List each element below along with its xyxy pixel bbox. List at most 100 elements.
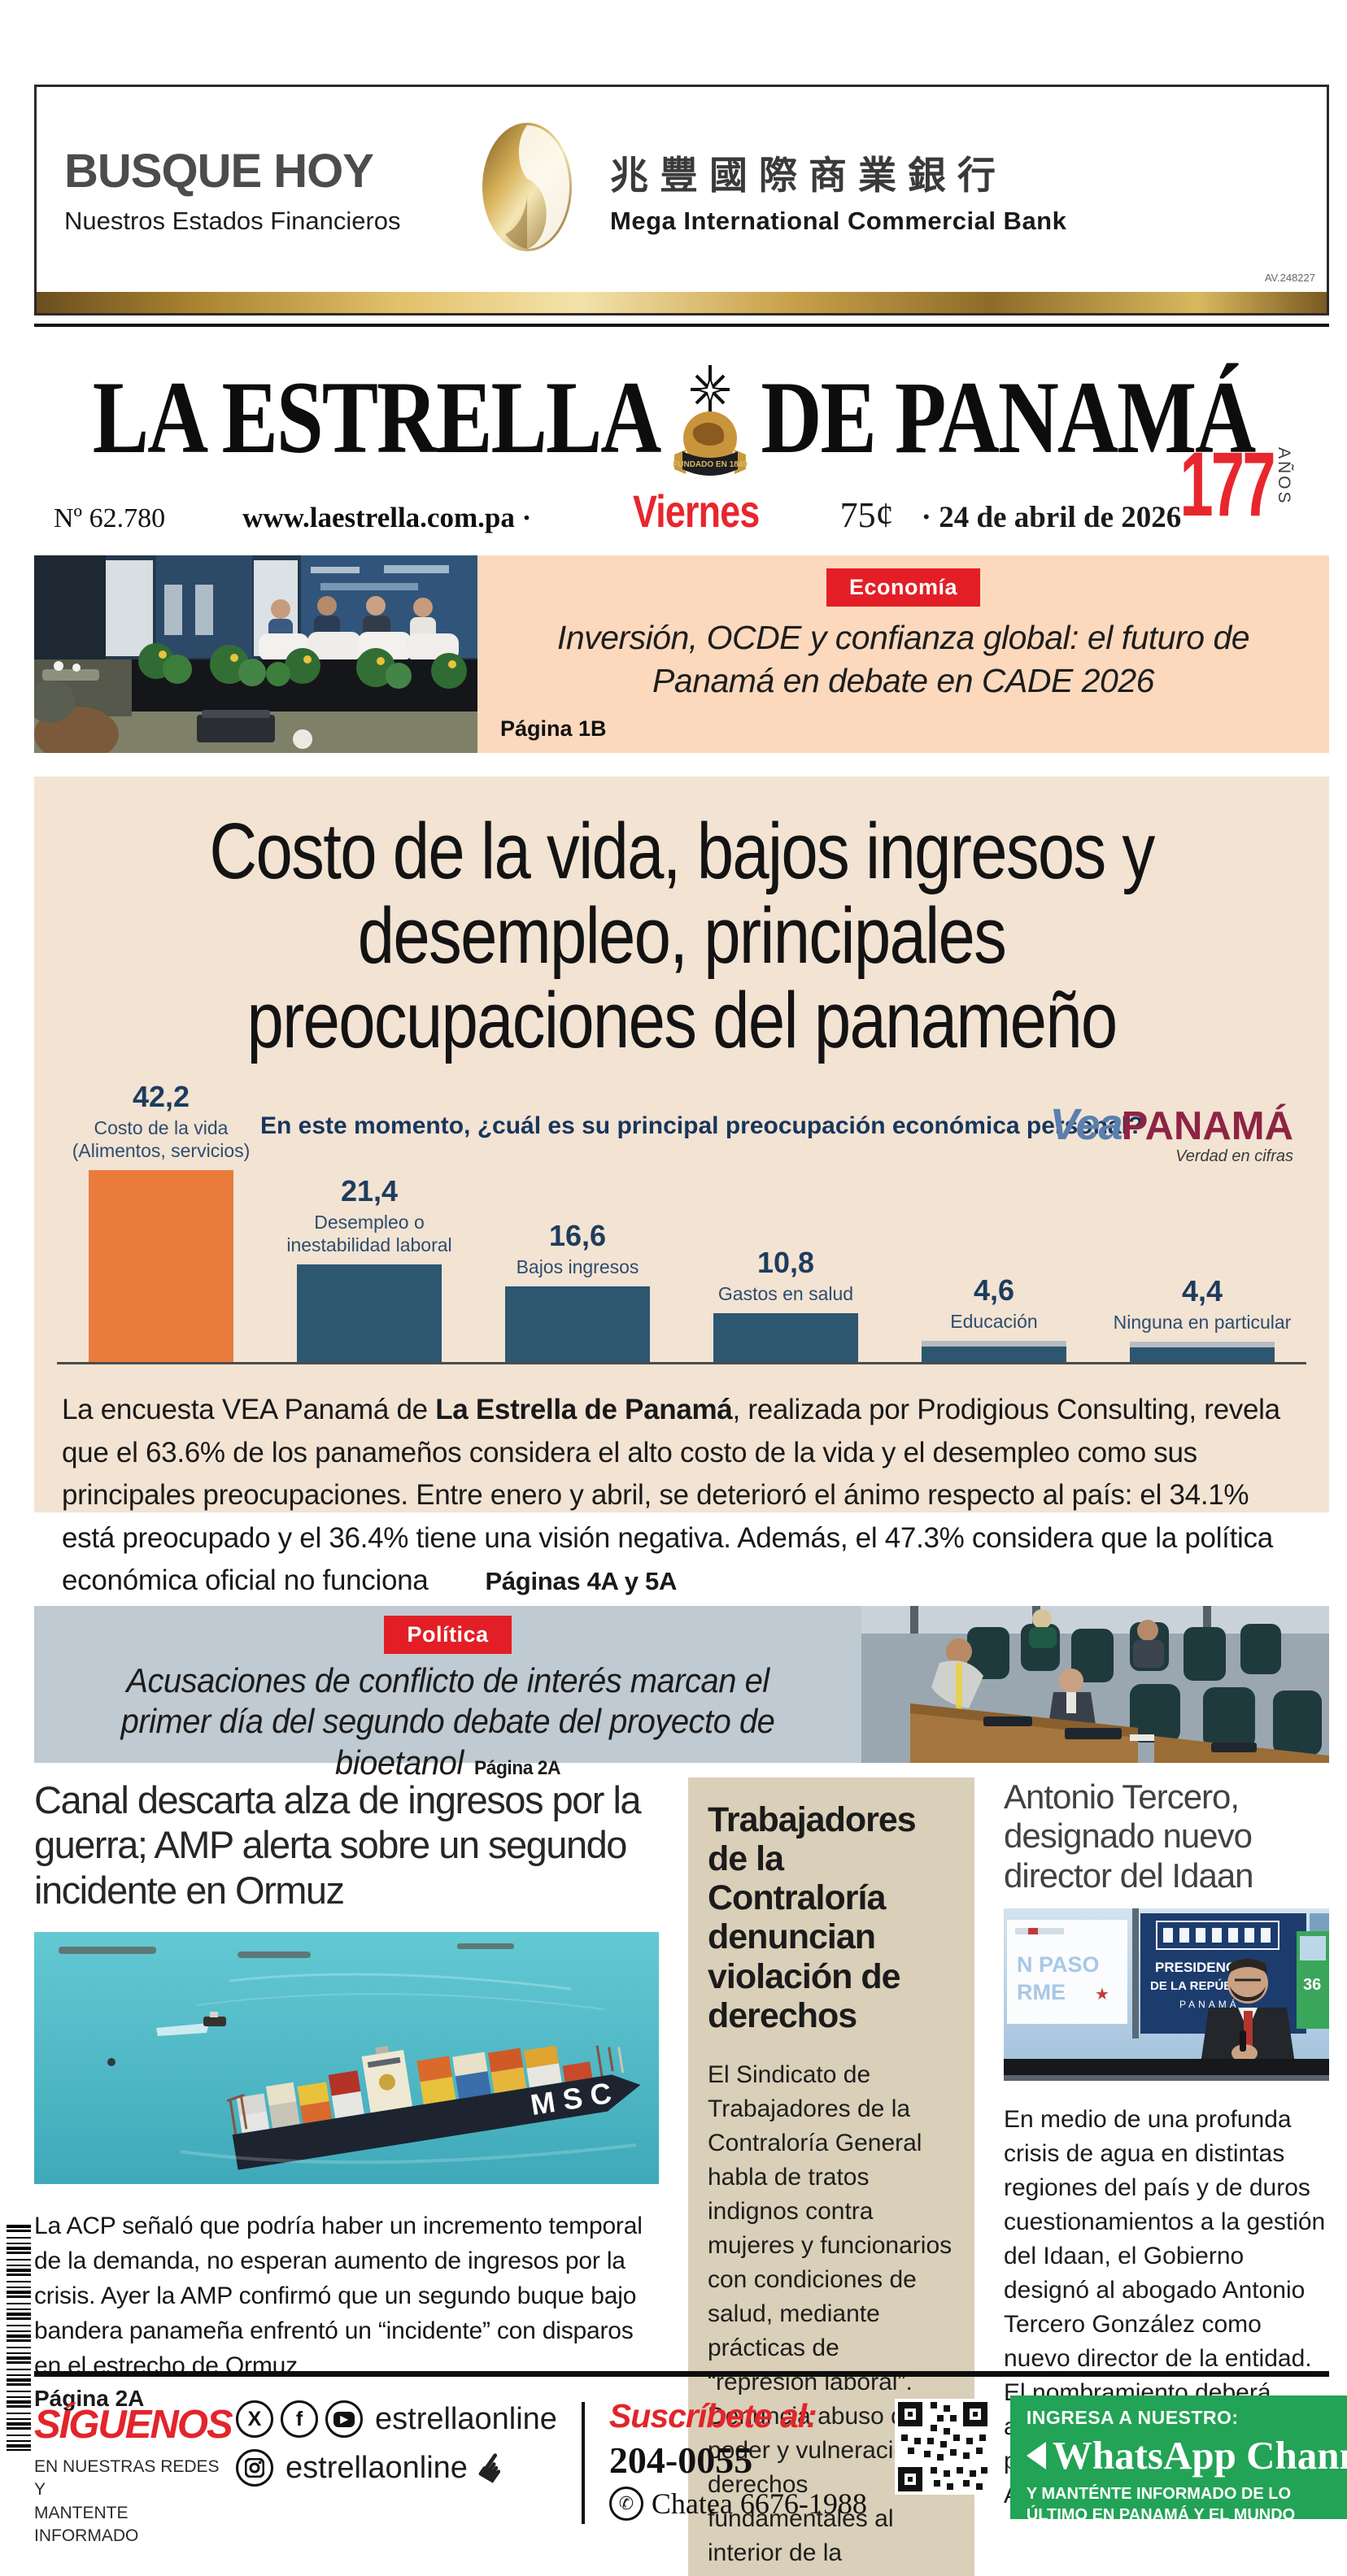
summary-text: La encuesta VEA Panamá de [62, 1394, 436, 1426]
footer: SÍGUENOS EN NUESTRAS REDES Y MANTENTE IN… [34, 2395, 1347, 2546]
masthead-title-left: LA ESTRELLA [92, 360, 662, 476]
politics-headline-line-2: primer día del segundo debate del proyec… [120, 1702, 775, 1741]
section-tag-politica[interactable]: Política [384, 1616, 512, 1654]
summary-text-rest: , realizada por Prodigious Consulting, r… [62, 1394, 1280, 1597]
canal-headline[interactable]: Canal descarta alza de ingresos por la g… [34, 1778, 642, 1912]
facebook-icon[interactable]: f [281, 2400, 318, 2438]
main-headline-line-3: preocupaciones del panameño [246, 975, 1118, 1064]
bar-value: 16,6 [548, 1219, 607, 1253]
footer-divider [581, 2402, 585, 2524]
star-emblem-icon: FUNDADO EN 1849 [671, 363, 749, 498]
bar-category: Bajos ingresos [516, 1256, 639, 1278]
chart-bars: 42,2 Costo de la vida (Alimentos, servic… [57, 1078, 1306, 1363]
sign-star: ★ [1095, 1986, 1109, 2004]
canal-summary: La ACP señaló que podría haber un increm… [34, 2213, 643, 2379]
ad-text-block: BUSQUE HOY Nuestros Estados Financieros [64, 144, 471, 236]
photo-msc-ship: MSC [34, 1932, 659, 2188]
bar [1130, 1342, 1275, 1363]
bar-category: Educación [950, 1311, 1038, 1333]
subscribe-block: Suscríbete al: 204-0055 ✆ Chatea 6676-19… [608, 2395, 867, 2521]
main-headline[interactable]: Costo de la vida, bajos ingresos y desem… [34, 777, 1329, 1062]
side-barcode [7, 2225, 31, 2451]
years-number: 177 [1179, 433, 1276, 535]
suscribete-title: Suscríbete al: [608, 2397, 817, 2435]
backdrop-panama: PANAMÁ [1179, 1998, 1240, 2010]
social-block: X f ▶ estrellaonline estrellaonline ☛ [236, 2395, 557, 2498]
bar-value: 42,2 [132, 1080, 190, 1114]
chart-baseline [57, 1362, 1306, 1365]
politics-headline[interactable]: Acusaciones de conflicto de interés marc… [34, 1660, 861, 1783]
vea-logo-primary: Vea [1049, 1100, 1123, 1150]
years-label: AÑOS [1275, 447, 1293, 506]
backdrop-presidencia: PRESIDENCIA [1155, 1960, 1249, 1975]
social-handle-2[interactable]: estrellaonline [286, 2450, 468, 2485]
top-rule [34, 324, 1329, 327]
main-story-page-ref: Páginas 4A y 5A [485, 1567, 678, 1596]
website-link[interactable]: www.laestrella.com.pa · [242, 502, 532, 533]
bar-value: 4,6 [973, 1273, 1015, 1308]
gold-gradient-bar [37, 292, 1327, 313]
dateline: Nº 62.780 www.laestrella.com.pa · Vierne… [54, 438, 1293, 537]
politics-page-ref: Página 2A [474, 1756, 560, 1779]
canal-page-ref: Página 2A [34, 2385, 145, 2411]
bar-column-bajos-ingresos: 16,6 Bajos ingresos [473, 1219, 682, 1363]
bottom-columns: Canal descarta alza de ingresos por la g… [34, 1778, 1329, 2576]
bank-name-chinese: 兆豐國際商業銀行 [610, 153, 1007, 197]
bar [713, 1313, 858, 1363]
main-story-summary: La encuesta VEA Panamá de La Estrella de… [62, 1389, 1301, 1603]
subscribe-phone[interactable]: 204-0055 [608, 2439, 753, 2481]
emblem-text: FUNDADO EN 1849 [674, 460, 748, 469]
bar-column-educacion: 4,6 Educación [890, 1273, 1098, 1363]
politics-headline-line-1: Acusaciones de conflicto de interés marc… [126, 1661, 769, 1699]
phone-icon: ✆ [608, 2487, 643, 2521]
ad-headline: BUSQUE HOY [64, 144, 374, 198]
ad-bank-names: 兆豐國際商業銀行 Mega International Commercial B… [610, 144, 1299, 236]
contraloria-headline[interactable]: Trabajadores de la Contraloría denuncian… [708, 1800, 917, 2035]
qr-code[interactable] [894, 2395, 991, 2499]
main-headline-line-1: Costo de la vida, bajos ingresos y [209, 807, 1155, 895]
sign-un-paso: N PASO [1017, 1952, 1100, 1977]
idaan-headline[interactable]: Antonio Tercero, designado nuevo directo… [1004, 1778, 1254, 1895]
politics-headline-line-3: bioetanol Página 2A [335, 1743, 560, 1782]
bar [89, 1170, 233, 1363]
date: · 24 de abril de 2026 [921, 501, 1182, 534]
social-handle[interactable]: estrellaonline [375, 2401, 557, 2436]
bar-category: Desempleo o inestabilidad laboral [286, 1212, 452, 1256]
main-headline-line-2: desempleo, principales [357, 890, 1007, 980]
instagram-icon[interactable] [236, 2449, 273, 2487]
bar-category: Gastos en salud [717, 1283, 854, 1305]
bar-column-desempleo: 21,4 Desempleo o inestabilidad laboral [265, 1174, 473, 1363]
contraloria-story: Trabajadores de la Contraloría denuncian… [688, 1778, 974, 2576]
x-icon[interactable]: X [236, 2400, 273, 2438]
sign-firme: RME [1017, 1980, 1066, 2004]
chart-title: En este momento, ¿cuál es su principal p… [260, 1112, 1144, 1140]
whatsapp-channel-banner[interactable]: INGRESA A NUESTRO: WhatsApp Channel Y MA… [1009, 2395, 1347, 2524]
mega-bank-logo-icon [481, 120, 574, 259]
chatea-number[interactable]: Chatea 6676-1988 [651, 2487, 867, 2520]
screen-number: 36 [1303, 1976, 1321, 1994]
photo-press-conference: N PASO RME ★ PRESIDENCIA DE LA REPÚBLICA [1004, 1908, 1329, 2085]
ad-code: AV.248227 [1264, 272, 1315, 284]
vea-logo-secondary: PANAMÁ [1121, 1104, 1293, 1149]
bar [297, 1264, 442, 1363]
siguenos-title: SÍGUENOS [34, 2403, 233, 2447]
section-tag-economia[interactable]: Economía [826, 568, 981, 607]
bank-name-english: Mega International Commercial Bank [610, 206, 1067, 235]
economy-teaser-box: Economía Inversión, OCDE y confianza glo… [477, 555, 1329, 753]
bar-value: 4,4 [1181, 1274, 1223, 1308]
ad-content: BUSQUE HOY Nuestros Estados Financieros [37, 87, 1327, 292]
weekday: Viernes [633, 485, 760, 537]
economy-teaser-headline[interactable]: Inversión, OCDE y confianza global: el f… [556, 619, 1250, 700]
photo-assembly-debate [861, 1606, 1329, 1763]
politics-teaser: Política Acusaciones de conflicto de int… [34, 1606, 1329, 1782]
masthead-title-right: DE PANAMÁ [761, 360, 1256, 476]
footer-rule [34, 2371, 1329, 2377]
vea-panama-logo: VeaPANAMÁ Verdad en cifras [1050, 1103, 1294, 1164]
youtube-icon[interactable]: ▶ [325, 2400, 363, 2438]
whatsapp-channel-title: WhatsApp Channel [1052, 2433, 1347, 2478]
photo-cade-panel [26, 555, 477, 762]
ad-banner[interactable]: BUSQUE HOY Nuestros Estados Financieros [34, 85, 1329, 315]
price: 75¢ [839, 495, 894, 535]
contraloria-summary-text: El Sindicato de Trabajadores de la Contr… [708, 2060, 955, 2576]
